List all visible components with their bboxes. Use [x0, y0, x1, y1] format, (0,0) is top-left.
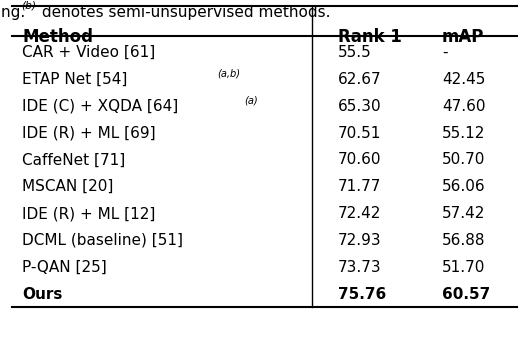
- Text: 70.60: 70.60: [337, 152, 381, 167]
- Text: 60.57: 60.57: [442, 287, 490, 302]
- Text: 42.45: 42.45: [442, 72, 485, 87]
- Text: Rank 1: Rank 1: [337, 28, 401, 46]
- Text: P-QAN [25]: P-QAN [25]: [22, 260, 107, 275]
- Text: 73.73: 73.73: [337, 260, 381, 275]
- Text: 57.42: 57.42: [442, 206, 485, 221]
- Text: 70.51: 70.51: [337, 126, 381, 140]
- Text: 72.93: 72.93: [337, 233, 381, 248]
- Text: 51.70: 51.70: [442, 260, 485, 275]
- Text: ng.: ng.: [2, 5, 30, 20]
- Text: CaffeNet [71]: CaffeNet [71]: [22, 152, 125, 167]
- Text: (b): (b): [21, 1, 36, 11]
- Text: 75.76: 75.76: [337, 287, 386, 302]
- Text: (a): (a): [244, 95, 257, 105]
- Text: 62.67: 62.67: [337, 72, 381, 87]
- Text: mAP: mAP: [442, 28, 484, 46]
- Text: 56.06: 56.06: [442, 179, 485, 194]
- Text: Method: Method: [22, 28, 93, 46]
- Text: -: -: [442, 45, 447, 60]
- Text: 71.77: 71.77: [337, 179, 381, 194]
- Text: 72.42: 72.42: [337, 206, 381, 221]
- Text: DCML (baseline) [51]: DCML (baseline) [51]: [22, 233, 183, 248]
- Text: denotes semi-unsupervised methods.: denotes semi-unsupervised methods.: [37, 5, 330, 20]
- Text: 65.30: 65.30: [337, 99, 381, 114]
- Text: 50.70: 50.70: [442, 152, 485, 167]
- Text: MSCAN [20]: MSCAN [20]: [22, 179, 114, 194]
- Text: (a,b): (a,b): [217, 68, 241, 78]
- Text: 56.88: 56.88: [442, 233, 485, 248]
- Text: 55.12: 55.12: [442, 126, 485, 140]
- Text: Ours: Ours: [22, 287, 62, 302]
- Text: 47.60: 47.60: [442, 99, 485, 114]
- Text: IDE (C) + XQDA [64]: IDE (C) + XQDA [64]: [22, 99, 179, 114]
- Text: ETAP Net [54]: ETAP Net [54]: [22, 72, 128, 87]
- Text: IDE (R) + ML [69]: IDE (R) + ML [69]: [22, 126, 156, 140]
- Text: IDE (R) + ML [12]: IDE (R) + ML [12]: [22, 206, 156, 221]
- Text: 55.5: 55.5: [337, 45, 372, 60]
- Text: CAR + Video [61]: CAR + Video [61]: [22, 45, 156, 60]
